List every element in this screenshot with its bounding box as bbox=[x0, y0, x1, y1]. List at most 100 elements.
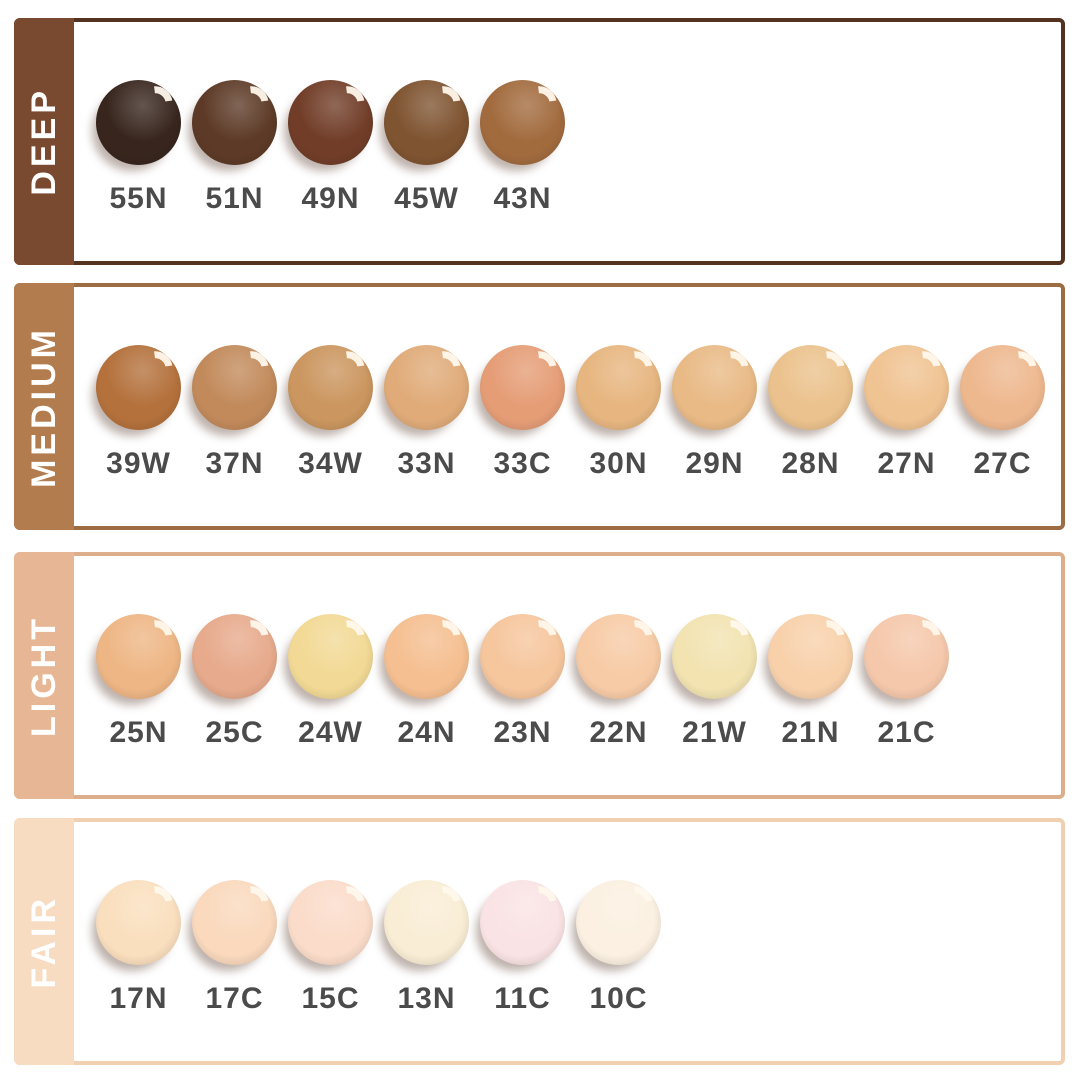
shade-code-label: 21N bbox=[781, 716, 840, 749]
gloss-highlight-icon bbox=[423, 613, 467, 657]
shade-swatch: 34W bbox=[288, 344, 373, 481]
shade-swatch: 23N bbox=[480, 613, 565, 750]
shade-swatch: 39W bbox=[96, 344, 181, 481]
shade-code-label: 23N bbox=[493, 716, 552, 749]
gloss-highlight-icon bbox=[327, 613, 371, 657]
shade-code-label: 55N bbox=[109, 182, 168, 215]
gloss-highlight-icon bbox=[327, 344, 371, 388]
swatch-list: 55N 51N 49N 45W 43N bbox=[78, 22, 1061, 261]
swatch-blob bbox=[672, 344, 757, 430]
shade-swatch: 10C bbox=[576, 879, 661, 1016]
shade-swatch: 30N bbox=[576, 344, 661, 481]
swatch-blob bbox=[288, 613, 373, 699]
gloss-highlight-icon bbox=[519, 79, 563, 123]
group-label-text: LIGHT bbox=[24, 614, 63, 737]
shade-code-label: 37N bbox=[205, 447, 264, 480]
shade-code-label: 33C bbox=[493, 447, 552, 480]
gloss-highlight-icon bbox=[423, 879, 467, 923]
shade-group-light: LIGHT 25N 25C 24W 24N 23N 22N 21W 21N 21C bbox=[14, 552, 1065, 799]
shade-swatch: 27C bbox=[960, 344, 1045, 481]
group-label: FAIR bbox=[14, 818, 74, 1065]
shade-code-label: 24W bbox=[298, 716, 363, 749]
group-label-text: DEEP bbox=[24, 87, 63, 196]
shade-code-label: 39W bbox=[106, 447, 171, 480]
swatch-blob bbox=[192, 79, 277, 165]
shade-swatch: 11C bbox=[480, 879, 565, 1016]
shade-swatch: 28N bbox=[768, 344, 853, 481]
shade-swatch: 22N bbox=[576, 613, 661, 750]
shade-swatch: 33C bbox=[480, 344, 565, 481]
shade-swatch: 43N bbox=[480, 79, 565, 216]
gloss-highlight-icon bbox=[519, 613, 563, 657]
group-label: LIGHT bbox=[14, 552, 74, 799]
swatch-list: 17N 17C 15C 13N 11C 10C bbox=[78, 822, 1061, 1061]
shade-code-label: 49N bbox=[301, 182, 360, 215]
shade-swatch: 21W bbox=[672, 613, 757, 750]
shade-code-label: 21C bbox=[877, 716, 936, 749]
shade-group-medium: MEDIUM 39W 37N 34W 33N 33C 30N 29N 28N 27N 27C bbox=[14, 283, 1065, 530]
gloss-highlight-icon bbox=[711, 613, 755, 657]
shade-code-label: 29N bbox=[685, 447, 744, 480]
gloss-highlight-icon bbox=[615, 613, 659, 657]
swatch-blob bbox=[192, 879, 277, 965]
swatch-blob bbox=[192, 344, 277, 430]
shade-code-label: 45W bbox=[394, 182, 459, 215]
swatch-blob bbox=[384, 79, 469, 165]
shade-swatch: 24W bbox=[288, 613, 373, 750]
swatch-blob bbox=[480, 613, 565, 699]
shade-code-label: 25C bbox=[205, 716, 264, 749]
swatch-list: 39W 37N 34W 33N 33C 30N 29N 28N 27N 27C bbox=[78, 287, 1061, 526]
shade-code-label: 15C bbox=[301, 982, 360, 1015]
shade-code-label: 17N bbox=[109, 982, 168, 1015]
shade-swatch: 24N bbox=[384, 613, 469, 750]
shade-code-label: 21W bbox=[682, 716, 747, 749]
shade-code-label: 24N bbox=[397, 716, 456, 749]
gloss-highlight-icon bbox=[807, 613, 851, 657]
shade-code-label: 22N bbox=[589, 716, 648, 749]
swatch-blob bbox=[480, 879, 565, 965]
swatch-blob bbox=[768, 613, 853, 699]
shade-swatch: 51N bbox=[192, 79, 277, 216]
gloss-highlight-icon bbox=[231, 613, 275, 657]
swatch-list: 25N 25C 24W 24N 23N 22N 21W 21N 21C bbox=[78, 556, 1061, 795]
gloss-highlight-icon bbox=[807, 344, 851, 388]
gloss-highlight-icon bbox=[519, 879, 563, 923]
gloss-highlight-icon bbox=[135, 344, 179, 388]
swatch-blob bbox=[96, 79, 181, 165]
swatch-blob bbox=[384, 613, 469, 699]
gloss-highlight-icon bbox=[423, 79, 467, 123]
gloss-highlight-icon bbox=[135, 879, 179, 923]
swatch-blob bbox=[864, 344, 949, 430]
swatch-blob bbox=[576, 344, 661, 430]
gloss-highlight-icon bbox=[231, 344, 275, 388]
gloss-highlight-icon bbox=[135, 79, 179, 123]
shade-code-label: 10C bbox=[589, 982, 648, 1015]
shade-swatch: 17N bbox=[96, 879, 181, 1016]
shade-code-label: 11C bbox=[494, 982, 551, 1015]
gloss-highlight-icon bbox=[903, 613, 947, 657]
shade-code-label: 17C bbox=[205, 982, 264, 1015]
gloss-highlight-icon bbox=[231, 879, 275, 923]
gloss-highlight-icon bbox=[615, 879, 659, 923]
shade-swatch: 13N bbox=[384, 879, 469, 1016]
gloss-highlight-icon bbox=[135, 613, 179, 657]
swatch-blob bbox=[288, 79, 373, 165]
swatch-blob bbox=[96, 344, 181, 430]
swatch-blob bbox=[96, 613, 181, 699]
shade-swatch: 49N bbox=[288, 79, 373, 216]
gloss-highlight-icon bbox=[327, 79, 371, 123]
swatch-blob bbox=[960, 344, 1045, 430]
gloss-highlight-icon bbox=[231, 79, 275, 123]
shade-swatch: 33N bbox=[384, 344, 469, 481]
shade-code-label: 30N bbox=[589, 447, 648, 480]
swatch-blob bbox=[672, 613, 757, 699]
group-label-text: MEDIUM bbox=[24, 325, 63, 488]
shade-swatch: 55N bbox=[96, 79, 181, 216]
shade-swatch: 25C bbox=[192, 613, 277, 750]
swatch-blob bbox=[384, 879, 469, 965]
shade-code-label: 27N bbox=[877, 447, 936, 480]
group-label: MEDIUM bbox=[14, 283, 74, 530]
swatch-blob bbox=[192, 613, 277, 699]
shade-swatch: 29N bbox=[672, 344, 757, 481]
